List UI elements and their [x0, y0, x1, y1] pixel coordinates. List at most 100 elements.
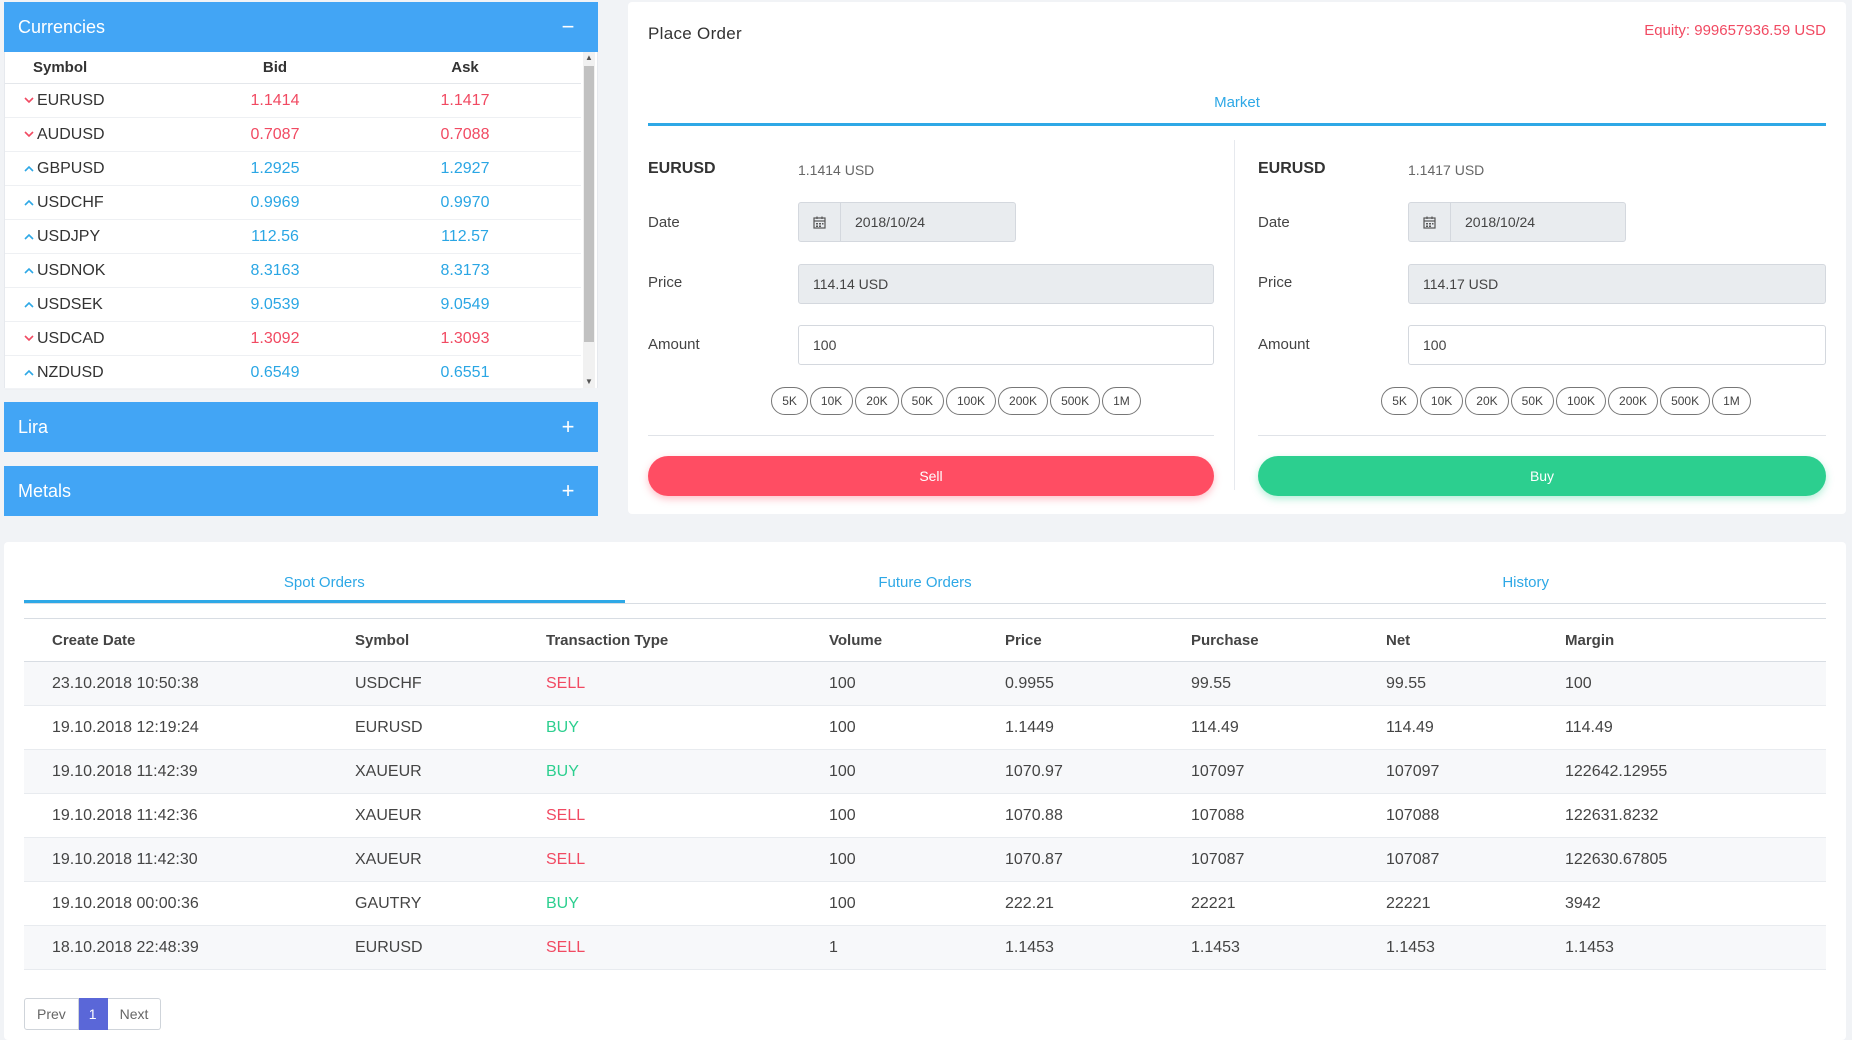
tab-spot-orders[interactable]: Spot Orders: [24, 570, 625, 603]
currency-row[interactable]: USDCAD 1.3092 1.3093: [5, 322, 581, 356]
currencies-header[interactable]: Currencies −: [4, 2, 598, 52]
tab-market[interactable]: Market: [648, 94, 1826, 126]
order-net: 114.49: [1386, 718, 1434, 736]
currencies-table-header: Symbol Bid Ask: [5, 52, 581, 84]
scroll-down-icon[interactable]: ▼: [585, 377, 593, 386]
currency-bid: 9.0539: [250, 295, 300, 313]
currency-symbol-cell: USDSEK: [5, 296, 205, 314]
col-transaction-type: Transaction Type: [546, 631, 669, 649]
col-margin: Margin: [1565, 631, 1615, 649]
currency-row[interactable]: USDSEK 9.0539 9.0549: [5, 288, 581, 322]
amount-preset-200k-button[interactable]: 200K: [1608, 387, 1659, 415]
buy-amount-input[interactable]: 100: [1408, 325, 1826, 365]
chevron-up-icon: [21, 161, 37, 177]
order-margin: 122642.12955: [1565, 762, 1668, 780]
order-transaction-type: BUY: [546, 762, 579, 780]
col-symbol: Symbol: [33, 59, 88, 76]
amount-preset-50k-button[interactable]: 50K: [900, 387, 944, 415]
calendar-icon[interactable]: [1409, 203, 1451, 241]
sell-date-field[interactable]: 2018/10/24: [798, 202, 1016, 242]
amount-preset-500k-button[interactable]: 500K: [1050, 387, 1101, 415]
order-symbol: XAUEUR: [355, 806, 422, 824]
amount-preset-5k-button[interactable]: 5K: [1381, 387, 1418, 415]
order-margin: 3942: [1565, 894, 1601, 912]
currency-row[interactable]: GBPUSD 1.2925 1.2927: [5, 152, 581, 186]
price-label: Price: [1258, 274, 1293, 291]
expand-icon[interactable]: +: [561, 414, 575, 439]
amount-preset-5k-button[interactable]: 5K: [771, 387, 808, 415]
currency-row[interactable]: EURUSD 1.1414 1.1417: [5, 84, 581, 118]
amount-preset-100k-button[interactable]: 100K: [946, 387, 997, 415]
expand-icon[interactable]: +: [561, 478, 575, 503]
sell-date-value: 2018/10/24: [855, 214, 926, 230]
amount-preset-1m-button[interactable]: 1M: [1102, 387, 1141, 415]
amount-preset-100k-button[interactable]: 100K: [1556, 387, 1607, 415]
chevron-up-icon: [21, 297, 37, 313]
order-net: 107088: [1386, 806, 1440, 824]
buy-form: EURUSD 1.1417 USD Date 2018/10/24 Price …: [1258, 140, 1826, 500]
currencies-scrollbar[interactable]: ▲ ▼: [583, 52, 595, 388]
order-price: 1070.88: [1005, 806, 1063, 824]
order-symbol: USDCHF: [355, 674, 422, 692]
currency-row[interactable]: USDNOK 8.3163 8.3173: [5, 254, 581, 288]
col-bid: Bid: [262, 59, 288, 76]
buy-button[interactable]: Buy: [1258, 456, 1826, 496]
currency-symbol: GBPUSD: [37, 159, 105, 177]
sell-button[interactable]: Sell: [648, 456, 1214, 496]
place-order-title: Place Order: [648, 24, 743, 43]
amount-preset-1m-button[interactable]: 1M: [1712, 387, 1751, 415]
currency-symbol-cell: NZDUSD: [5, 364, 205, 382]
prev-page-button[interactable]: Prev: [24, 998, 79, 1030]
equity-value: Equity: 999657936.59 USD: [1644, 22, 1826, 39]
currency-bid: 0.7087: [250, 125, 300, 143]
buy-price-field: 114.17 USD: [1408, 264, 1826, 304]
amount-preset-10k-button[interactable]: 10K: [809, 387, 854, 415]
order-purchase: 99.55: [1191, 674, 1232, 692]
amount-preset-20k-button[interactable]: 20K: [855, 387, 899, 415]
currency-row[interactable]: USDCHF 0.9969 0.9970: [5, 186, 581, 220]
metals-header[interactable]: Metals +: [4, 466, 598, 516]
tab-history[interactable]: History: [1502, 574, 1550, 591]
order-price: 222.21: [1005, 894, 1054, 912]
order-create-date: 19.10.2018 00:00:36: [52, 894, 199, 912]
currency-symbol-cell: USDCHF: [5, 194, 205, 212]
currency-row[interactable]: NZDUSD 0.6549 0.6551: [5, 356, 581, 390]
scrollbar-thumb[interactable]: [584, 66, 594, 342]
buy-quote: 1.1417 USD: [1408, 162, 1485, 178]
order-margin: 122630.67805: [1565, 850, 1668, 868]
order-symbol: GAUTRY: [355, 894, 422, 912]
currency-symbol: USDSEK: [37, 295, 103, 313]
table-row: 19.10.2018 11:42:36 XAUEUR SELL 100 1070.88 1…: [24, 794, 1826, 838]
buy-date-field[interactable]: 2018/10/24: [1408, 202, 1626, 242]
amount-preset-200k-button[interactable]: 200K: [998, 387, 1049, 415]
amount-preset-20k-button[interactable]: 20K: [1465, 387, 1509, 415]
currency-bid: 0.9969: [250, 193, 300, 211]
collapse-icon[interactable]: −: [561, 14, 575, 39]
order-transaction-type: BUY: [546, 718, 579, 736]
amount-preset-500k-button[interactable]: 500K: [1660, 387, 1711, 415]
lira-header[interactable]: Lira +: [4, 402, 598, 452]
sell-amount-input[interactable]: 100: [798, 325, 1214, 365]
order-margin: 1.1453: [1565, 938, 1614, 956]
page-1-button[interactable]: 1: [78, 998, 108, 1030]
chevron-up-icon: [21, 263, 37, 279]
order-price: 1.1449: [1005, 718, 1054, 736]
order-net: 99.55: [1386, 674, 1427, 692]
tab-future-orders[interactable]: Future Orders: [878, 574, 972, 591]
amount-preset-50k-button[interactable]: 50K: [1510, 387, 1554, 415]
order-net: 107097: [1386, 762, 1440, 780]
amount-label: Amount: [648, 336, 700, 353]
order-symbol: XAUEUR: [355, 762, 422, 780]
currency-row[interactable]: USDJPY 112.56 112.57: [5, 220, 581, 254]
currency-row[interactable]: AUDUSD 0.7087 0.7088: [5, 118, 581, 152]
calendar-icon[interactable]: [799, 203, 841, 241]
currency-symbol-cell: USDJPY: [5, 228, 205, 246]
amount-preset-10k-button[interactable]: 10K: [1419, 387, 1464, 415]
next-page-button[interactable]: Next: [107, 998, 162, 1030]
order-volume: 100: [829, 674, 856, 692]
currencies-title: Currencies: [18, 16, 106, 37]
order-price: 1070.87: [1005, 850, 1063, 868]
col-create-date: Create Date: [52, 631, 136, 649]
currency-bid: 0.6549: [250, 363, 300, 381]
scroll-up-icon[interactable]: ▲: [585, 53, 593, 62]
